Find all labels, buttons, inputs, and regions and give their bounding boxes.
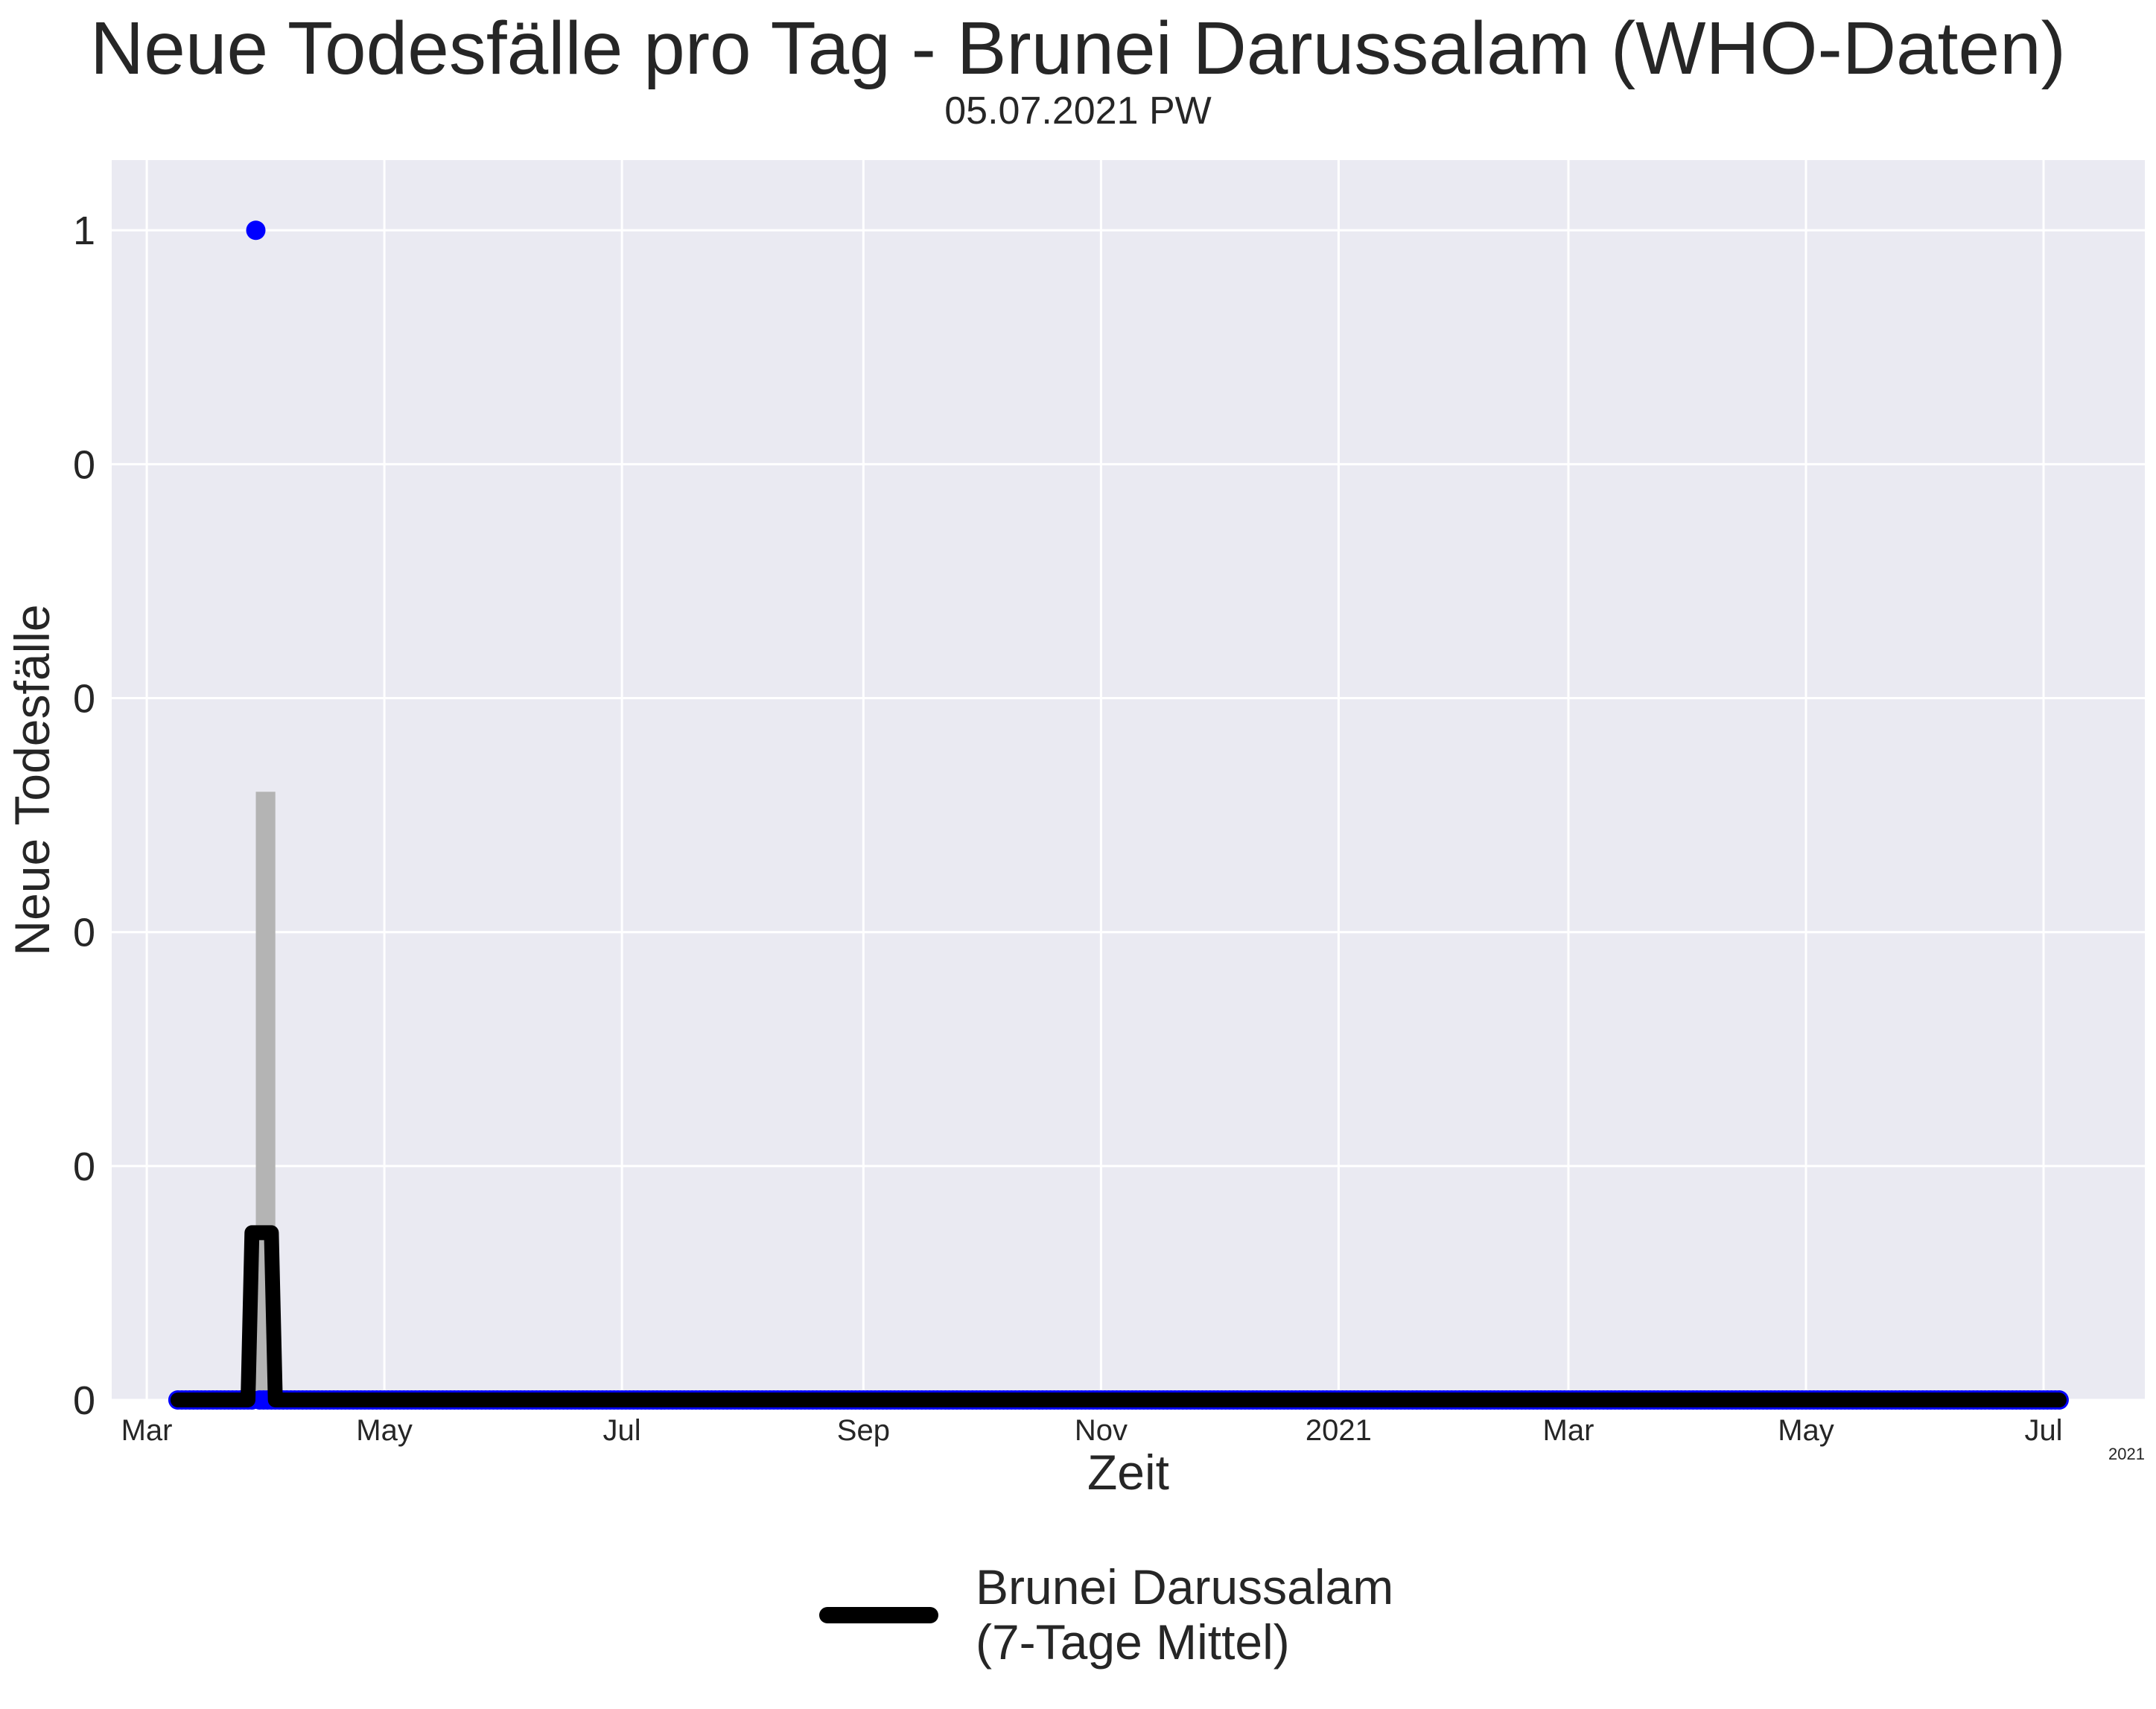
x-tick-label: May [356, 1414, 413, 1447]
x-tick-label: Mar [121, 1414, 173, 1447]
y-tick-label: 0 [73, 442, 95, 487]
x-axis-label: Zeit [1087, 1445, 1169, 1500]
chart-subtitle: 05.07.2021 PW [944, 89, 1212, 133]
x-tick-label: Jul [603, 1414, 641, 1447]
rolling-mean-line [170, 1225, 2067, 1407]
rolling-mean-layer [170, 1225, 2067, 1407]
y-tick-label: 1 [73, 209, 95, 253]
y-tick-label: 0 [73, 677, 95, 722]
legend-line-swatch [819, 1606, 938, 1623]
x-tick-labels: Mar May Jul Sep Nov 2021 Mar May Jul [121, 1414, 2063, 1447]
daily-point [246, 220, 266, 241]
x-tick-label: 2021 [1306, 1414, 1372, 1447]
y-axis-label: Neue Todesfälle [4, 604, 60, 955]
legend: Brunei Darussalam (7-Tage Mittel) [819, 1559, 1394, 1670]
x-tick-label: Sep [837, 1414, 890, 1447]
y-tick-label: 0 [73, 911, 95, 955]
y-tick-label: 0 [73, 1378, 95, 1423]
x-tick-label: Jul [2024, 1414, 2062, 1447]
x-axis-offset-label: 2021 [2108, 1445, 2145, 1463]
x-tick-label: Nov [1075, 1414, 1128, 1447]
grid [112, 160, 2145, 1401]
chart-title: Neue Todesfälle pro Tag - Brunei Darussa… [90, 7, 2066, 90]
x-tick-label: May [1778, 1414, 1834, 1447]
plot-area [112, 160, 2145, 1400]
y-tick-label: 0 [73, 1145, 95, 1189]
x-tick-label: Mar [1543, 1414, 1594, 1447]
y-tick-labels: 0 0 0 0 0 1 [73, 209, 95, 1423]
legend-label: Brunei Darussalam (7-Tage Mittel) [976, 1559, 1394, 1670]
